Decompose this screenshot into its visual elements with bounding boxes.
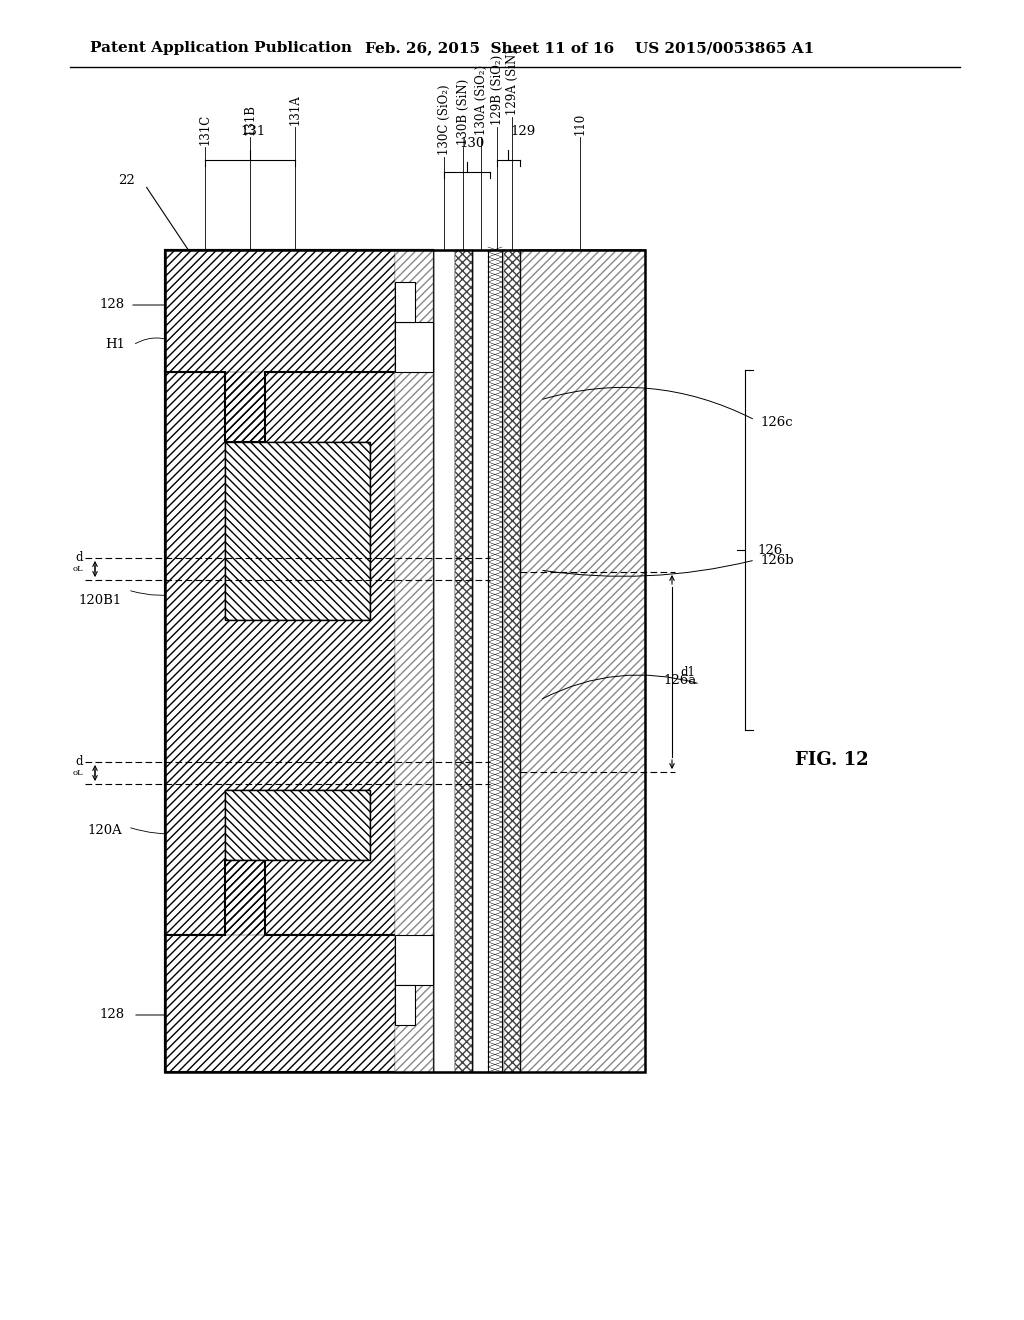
Text: oL: oL <box>73 565 83 573</box>
Text: 120A: 120A <box>87 824 122 837</box>
Bar <box>504 249 520 1072</box>
Text: 131B: 131B <box>244 104 256 135</box>
Bar <box>395 985 415 1026</box>
Text: 126: 126 <box>757 544 782 557</box>
Text: US 2015/0053865 A1: US 2015/0053865 A1 <box>635 41 814 55</box>
Text: 128: 128 <box>100 298 125 312</box>
Bar <box>395 322 433 372</box>
Text: 110: 110 <box>573 112 587 135</box>
Text: 131C: 131C <box>199 114 212 145</box>
Bar <box>488 249 502 1072</box>
Text: 131A: 131A <box>289 94 301 125</box>
Bar <box>520 249 645 1072</box>
Text: 129B (SiO₂): 129B (SiO₂) <box>490 54 504 125</box>
Text: 126a: 126a <box>663 673 696 686</box>
Bar <box>504 249 520 1072</box>
Text: FIG. 12: FIG. 12 <box>795 751 868 770</box>
Text: Feb. 26, 2015  Sheet 11 of 16: Feb. 26, 2015 Sheet 11 of 16 <box>365 41 614 55</box>
Text: 131: 131 <box>241 125 265 139</box>
Bar <box>433 249 455 1072</box>
Polygon shape <box>165 249 433 1072</box>
Polygon shape <box>165 861 433 1072</box>
Bar <box>395 249 433 1072</box>
Bar <box>472 249 490 1072</box>
Text: 22: 22 <box>118 173 135 186</box>
Text: H1: H1 <box>105 338 125 351</box>
Text: 130C (SiO₂): 130C (SiO₂) <box>437 84 451 154</box>
Text: 128: 128 <box>100 1008 125 1022</box>
Bar <box>395 935 433 985</box>
Polygon shape <box>225 789 370 861</box>
Text: d: d <box>76 755 83 768</box>
Bar <box>395 282 415 322</box>
Bar <box>165 249 645 1072</box>
Bar <box>455 249 472 1072</box>
Text: 130B (SiN): 130B (SiN) <box>457 79 469 145</box>
Text: Patent Application Publication: Patent Application Publication <box>90 41 352 55</box>
Text: 130A (SiO₂): 130A (SiO₂) <box>474 65 487 135</box>
Bar <box>455 249 472 1072</box>
Text: oL: oL <box>73 770 83 777</box>
Bar <box>395 249 433 1072</box>
Text: 126c: 126c <box>760 417 793 429</box>
Polygon shape <box>225 442 370 620</box>
Text: d1: d1 <box>680 665 695 678</box>
Polygon shape <box>165 372 433 935</box>
Text: d: d <box>76 550 83 564</box>
Text: 120B1: 120B1 <box>79 594 122 606</box>
Text: 129A (SiN): 129A (SiN) <box>506 49 518 115</box>
Polygon shape <box>165 249 433 442</box>
Text: 126b: 126b <box>760 553 794 566</box>
Text: 129: 129 <box>510 125 536 139</box>
Bar <box>520 249 645 1072</box>
Bar <box>490 249 504 1072</box>
Text: 130: 130 <box>460 137 484 150</box>
